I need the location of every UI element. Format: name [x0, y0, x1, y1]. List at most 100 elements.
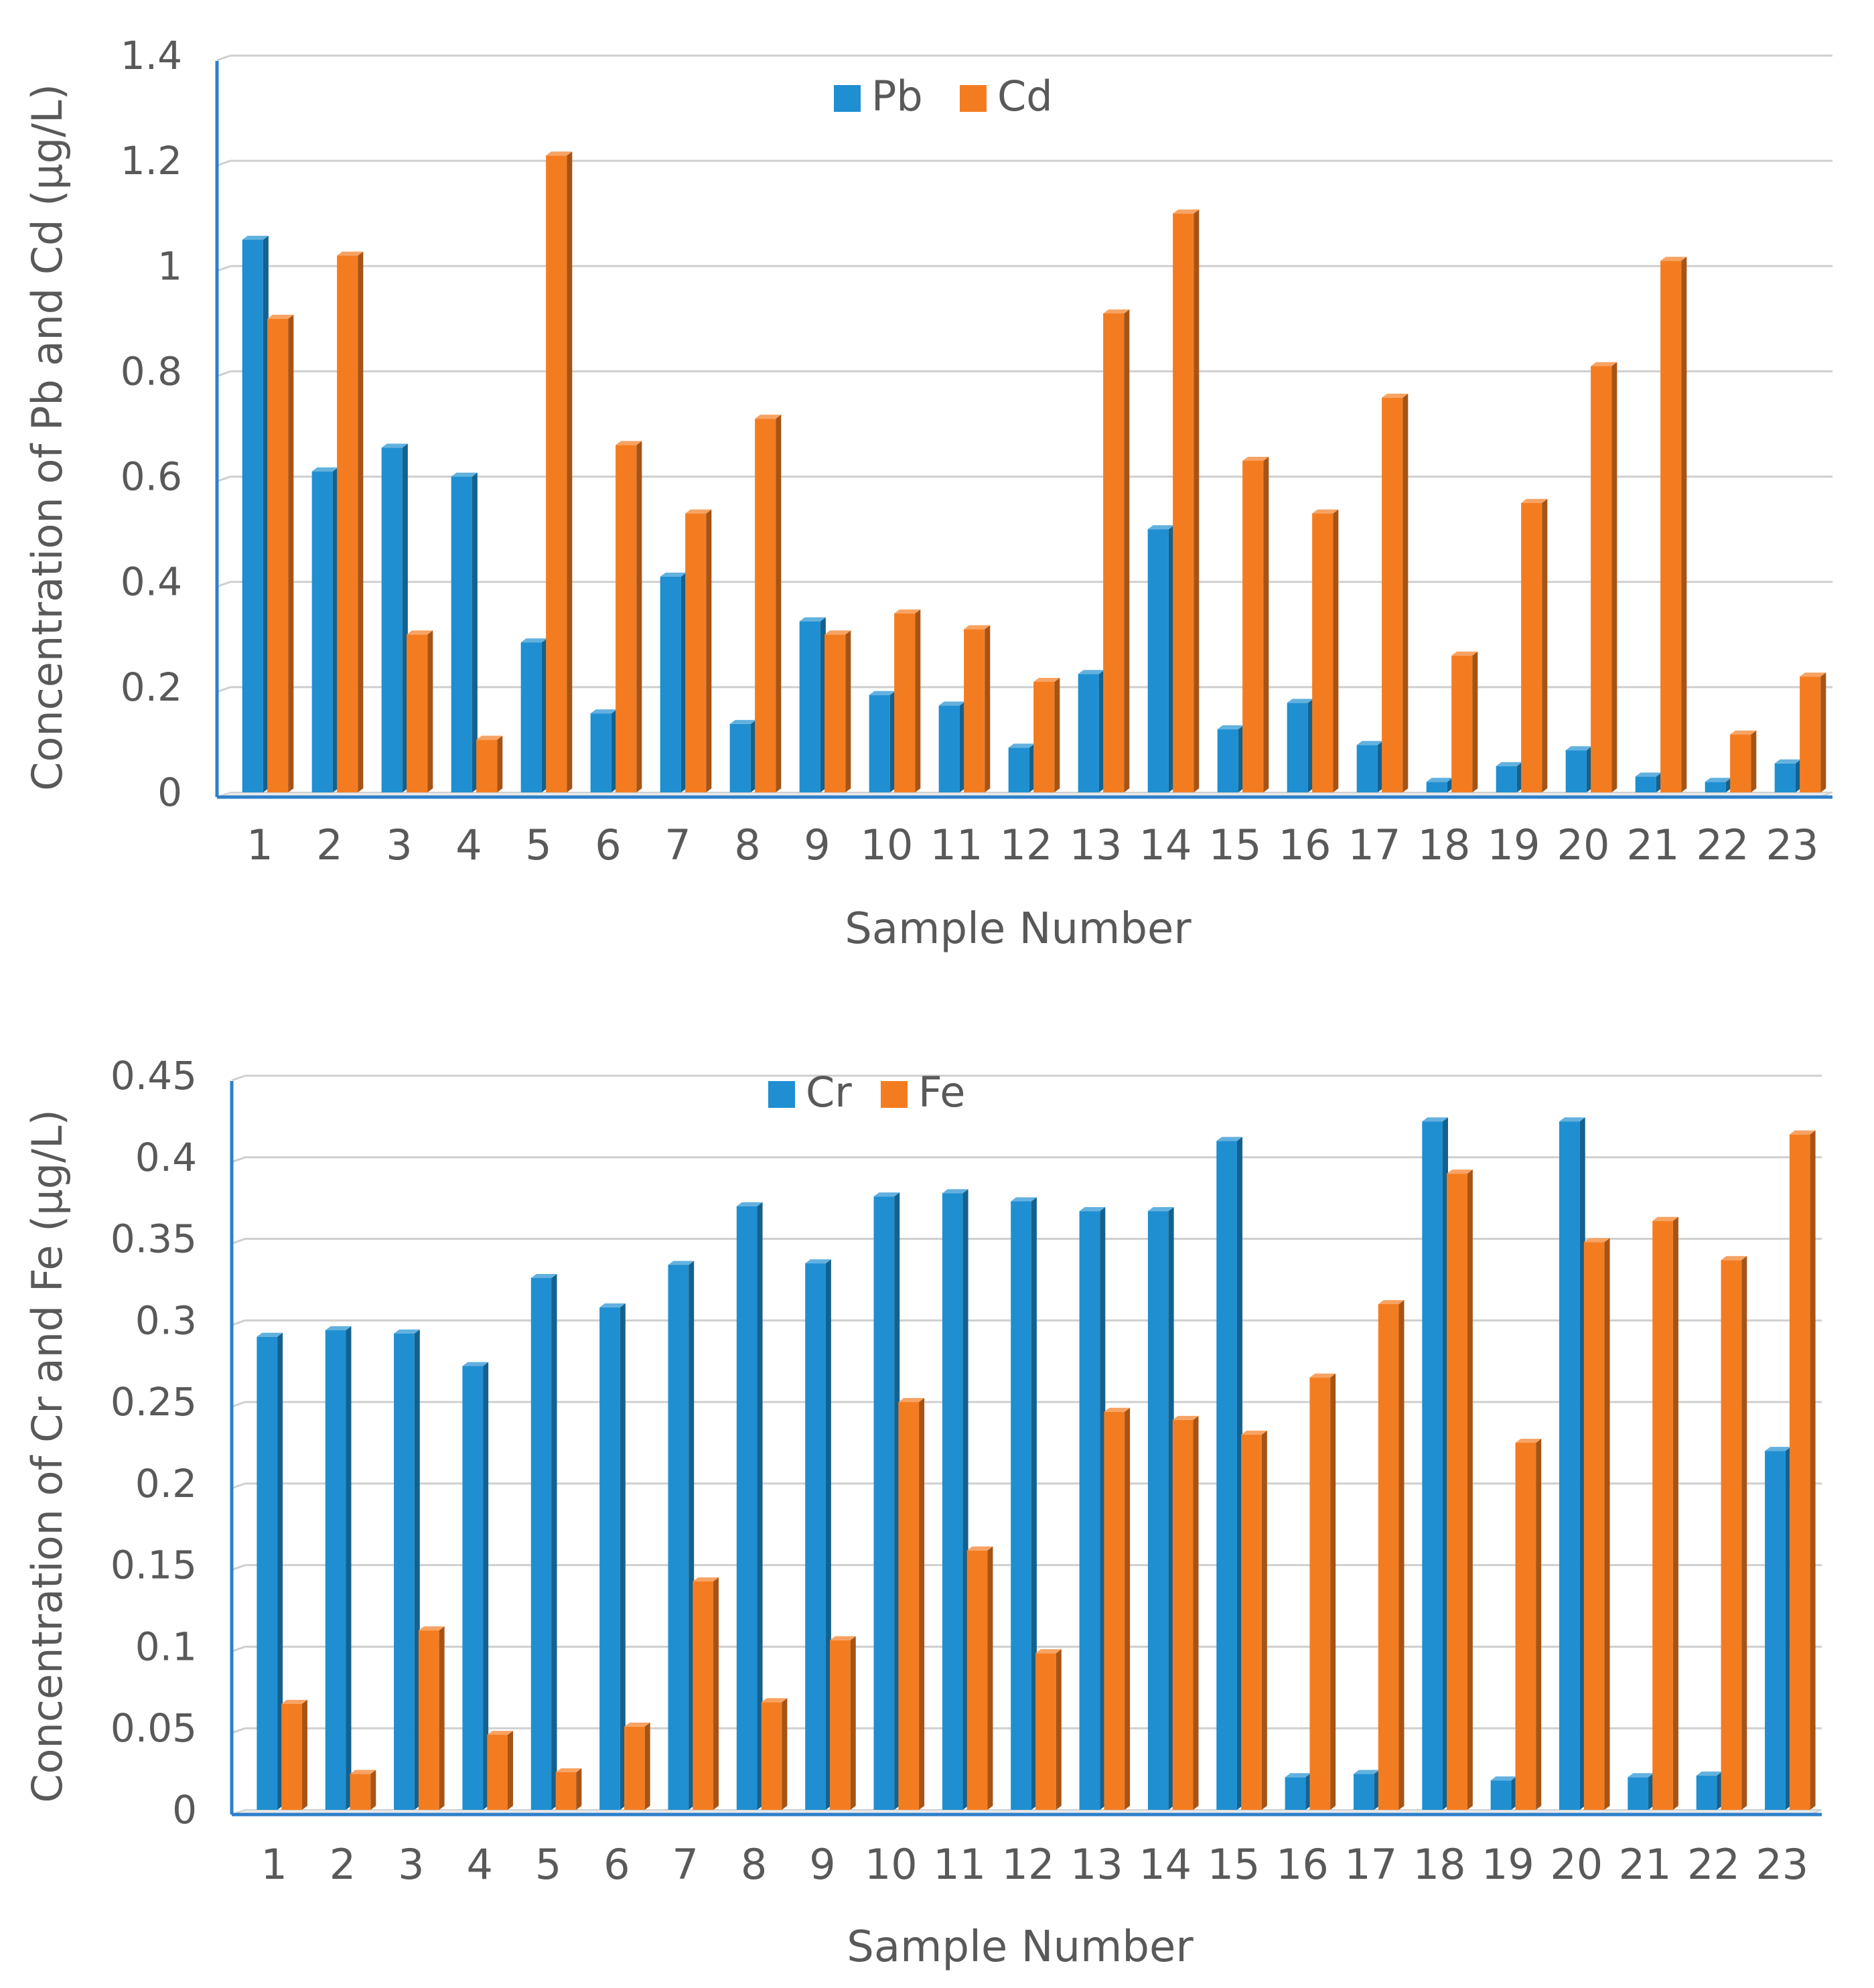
x-tick-label: 9: [804, 821, 830, 869]
bar-top: [1765, 1447, 1791, 1451]
bar-Fe-12: [1035, 1649, 1062, 1810]
bar-front: [1008, 748, 1029, 792]
bar-front: [1800, 677, 1821, 792]
y-tick-label: 1: [157, 243, 182, 289]
bar-top: [729, 719, 756, 724]
bar-front: [1515, 1443, 1536, 1810]
bar-side: [414, 1329, 420, 1810]
x-tick-label: 15: [1209, 821, 1262, 869]
bar-top: [1515, 1439, 1542, 1443]
bar-side: [959, 701, 965, 792]
bar-side: [1031, 1197, 1037, 1810]
bar-front: [1285, 1777, 1306, 1810]
bar-side: [1447, 778, 1453, 792]
bar-side: [541, 638, 547, 792]
bar-top: [520, 638, 547, 643]
bar-side: [576, 1768, 582, 1810]
bar-Pb-15: [1217, 725, 1244, 792]
bar-Fe-11: [966, 1546, 993, 1810]
bar-Fe-3: [418, 1626, 445, 1810]
bar-front: [1147, 1211, 1169, 1810]
bar-top: [1426, 778, 1453, 782]
bar-side: [1443, 1117, 1449, 1810]
bar-side: [820, 617, 826, 792]
bar-top: [1287, 699, 1313, 703]
bar-front: [616, 445, 637, 792]
y-tick-label: 0: [157, 770, 182, 815]
bar-top: [1147, 1207, 1174, 1212]
bar-Fe-9: [830, 1636, 856, 1810]
bar-top: [476, 735, 503, 740]
gridline-depth: [216, 159, 231, 167]
x-tick-label: 12: [1002, 1840, 1055, 1889]
y-tick-label: 0.15: [111, 1543, 197, 1588]
bar-Pb-8: [729, 719, 756, 792]
bar-front: [1426, 782, 1447, 792]
bar-front: [418, 1630, 439, 1810]
legend-swatch-Fe: [881, 1081, 908, 1108]
y-axis-title: Concentration of Pb and Cd (μg/L): [23, 84, 72, 791]
bar-Fe-23: [1789, 1130, 1816, 1810]
bar-front: [1635, 776, 1656, 792]
x-tick-label: 18: [1418, 821, 1471, 869]
bar-top: [337, 251, 364, 256]
bar-Fe-4: [487, 1730, 513, 1810]
gridline-depth: [216, 476, 231, 482]
bar-top: [1035, 1649, 1062, 1654]
bar-Pb-6: [590, 709, 617, 792]
y-tick-label: 0.3: [135, 1297, 197, 1343]
bar-Pb-14: [1147, 525, 1174, 792]
bar-top: [693, 1577, 719, 1582]
bar-side: [680, 572, 687, 792]
bar-front: [1496, 766, 1517, 792]
bar-Fe-5: [555, 1768, 582, 1810]
bar-front: [257, 1336, 278, 1810]
bar-Cd-15: [1242, 457, 1269, 792]
bar-Cd-11: [964, 625, 991, 792]
bar-front: [381, 447, 403, 792]
bar-top: [1011, 1197, 1037, 1202]
series-Cd: [267, 151, 1826, 793]
bar-Pb-16: [1287, 699, 1313, 792]
bar-top: [1079, 1207, 1106, 1212]
bar-front: [1705, 782, 1726, 792]
bar-side: [370, 1770, 376, 1810]
bar-Fe-18: [1447, 1169, 1473, 1810]
legend-label-Cd: Cd: [997, 72, 1053, 121]
bar-side: [301, 1699, 307, 1810]
legend-label-Fe: Fe: [918, 1068, 965, 1117]
bar-Fe-6: [624, 1722, 650, 1810]
gridline-depth: [216, 265, 231, 272]
y-tick-label: 0.6: [121, 454, 182, 500]
bar-top: [824, 630, 851, 635]
bar-top: [1104, 1407, 1131, 1412]
bar-front: [350, 1774, 371, 1810]
bar-side: [1472, 651, 1478, 792]
bar-front: [964, 629, 985, 792]
bar-top: [451, 472, 478, 477]
bar-Fe-20: [1583, 1238, 1610, 1810]
bar-side: [1542, 498, 1548, 792]
bar-top: [898, 1398, 925, 1403]
bar-front: [487, 1734, 508, 1810]
bar-top: [599, 1303, 626, 1307]
bar-front: [451, 476, 472, 792]
bar-side: [620, 1303, 626, 1810]
bar-side: [263, 236, 269, 792]
bar-front: [1356, 745, 1378, 792]
x-tick-label: 14: [1139, 821, 1192, 869]
bar-front: [668, 1265, 689, 1810]
bar-Cd-10: [894, 609, 921, 792]
bar-top: [1217, 725, 1244, 729]
x-tick-label: 21: [1619, 1840, 1672, 1889]
bar-Cr-7: [668, 1261, 695, 1810]
x-tick-label: 20: [1557, 821, 1610, 869]
y-tick-label: 0.2: [135, 1461, 197, 1506]
bar-Pb-13: [1078, 670, 1104, 792]
bar-side: [1124, 309, 1130, 792]
x-tick-label: 10: [865, 1840, 918, 1889]
bar-top: [1559, 1117, 1585, 1122]
y-tick-label: 0.4: [135, 1135, 197, 1180]
bar-side: [567, 151, 573, 793]
